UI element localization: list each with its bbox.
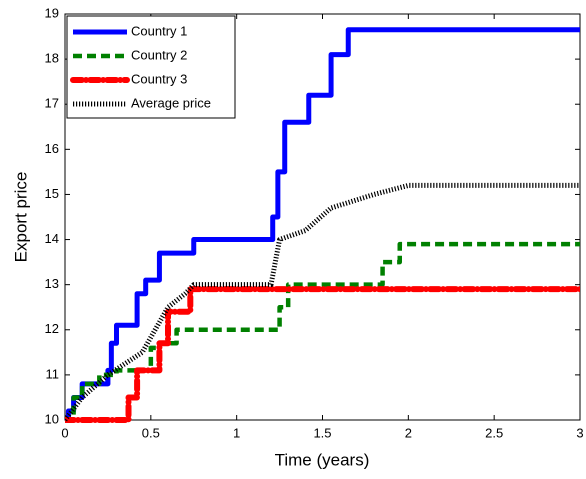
series-line — [65, 182, 580, 422]
legend-label: Average price — [131, 95, 211, 110]
x-tick-label: 1.5 — [313, 425, 331, 440]
series-line — [65, 241, 580, 423]
x-tick-label: 0 — [61, 425, 68, 440]
x-tick-label: 2.5 — [485, 425, 503, 440]
y-tick-label: 14 — [45, 231, 59, 246]
x-tick-label: 2 — [405, 425, 412, 440]
y-axis-title: Export price — [11, 172, 30, 263]
y-tick-label: 12 — [45, 321, 59, 336]
legend-label: Country 2 — [131, 47, 187, 62]
legend-label: Country 3 — [131, 71, 187, 86]
y-tick-label: 18 — [45, 51, 59, 66]
legend-label: Country 1 — [131, 23, 187, 38]
y-tick-label: 10 — [45, 411, 59, 426]
series-line — [65, 286, 580, 423]
y-tick-label: 15 — [45, 186, 59, 201]
y-tick-label: 16 — [45, 141, 59, 156]
x-tick-label: 1 — [233, 425, 240, 440]
x-tick-label: 0.5 — [142, 425, 160, 440]
y-tick-label: 13 — [45, 276, 59, 291]
y-tick-label: 17 — [45, 96, 59, 111]
x-axis-title: Time (years) — [275, 450, 370, 469]
x-tick-label: 3 — [576, 425, 583, 440]
y-tick-label: 19 — [45, 5, 59, 20]
y-tick-label: 11 — [46, 366, 60, 381]
